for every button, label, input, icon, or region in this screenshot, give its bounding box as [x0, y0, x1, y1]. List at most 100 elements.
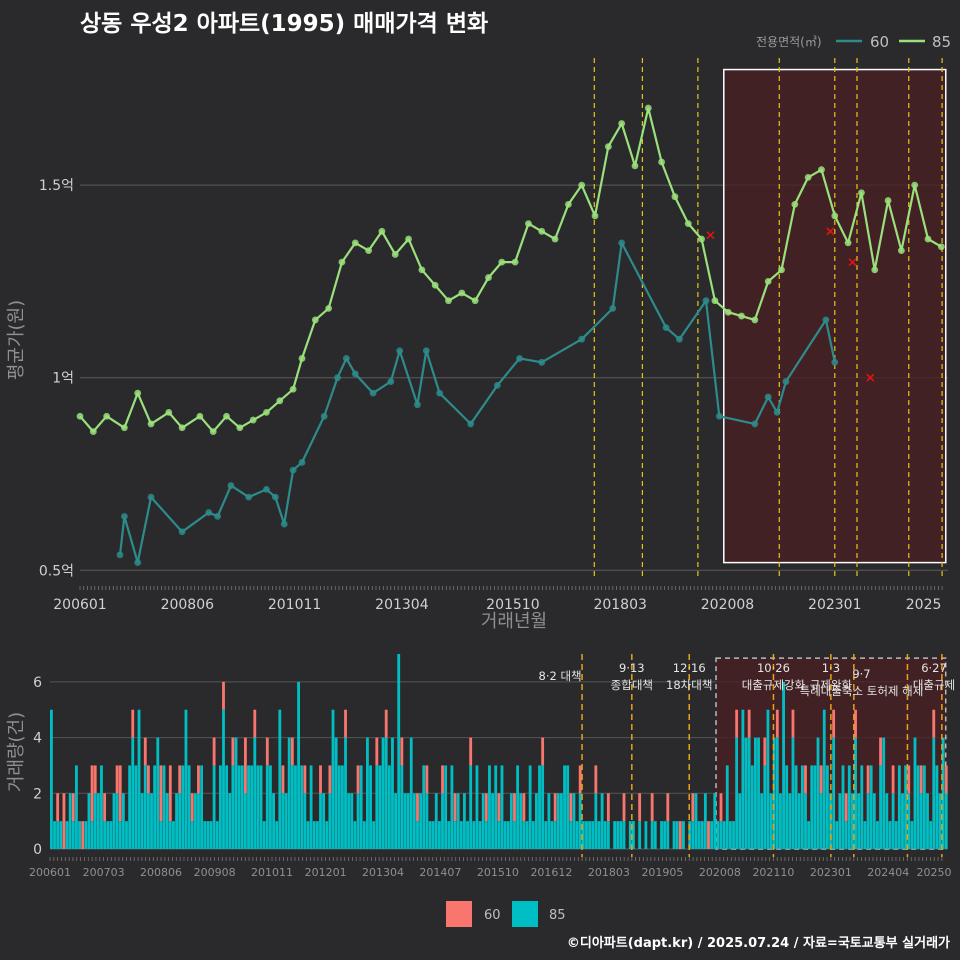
volume-x-tick-label: 201304 — [362, 866, 404, 879]
data-point-85 — [658, 158, 666, 166]
data-point-85 — [564, 200, 572, 208]
volume-bar-85 — [478, 821, 482, 849]
volume-bar-85 — [172, 821, 175, 849]
volume-bar-85 — [419, 793, 423, 849]
volume-bar-85 — [472, 821, 476, 849]
volume-bar-85 — [929, 821, 933, 849]
volume-bar-85 — [431, 821, 435, 849]
volume-bar-60 — [522, 793, 526, 822]
data-point-60 — [342, 355, 350, 362]
volume-bar-85 — [359, 765, 363, 849]
volume-bar-85 — [281, 793, 285, 849]
volume-x-tick-label: 201011 — [251, 866, 293, 879]
data-point-85 — [351, 239, 359, 247]
volume-bar-85 — [334, 737, 338, 849]
volume-bar-85 — [362, 821, 366, 849]
volume-bar-85 — [50, 709, 53, 849]
data-point-85 — [897, 247, 905, 254]
volume-bar-85 — [760, 793, 764, 849]
volume-bar-85 — [619, 821, 623, 849]
volume-bar-85 — [369, 765, 372, 849]
volume-policy-labels: 8·2 대책 9·13 종합대책 12·16 18차대책 10·26 대출규제강화 1·3 규제… — [539, 661, 956, 698]
volume-bar-85 — [613, 821, 617, 849]
price-x-tick-label: 201011 — [268, 597, 321, 613]
volume-bar-85 — [926, 793, 929, 849]
price-x-ticks: 200601 200806 201011 201304 201510 201803 2020… — [53, 586, 943, 613]
volume-bar-85 — [901, 793, 904, 849]
volume-bar-60 — [265, 737, 269, 766]
volume-bar-60 — [469, 737, 473, 766]
volume-bar-85 — [175, 793, 178, 849]
data-point-60 — [289, 466, 297, 474]
volume-bar-85 — [378, 765, 382, 849]
volume-bar-85 — [941, 737, 945, 849]
volume-bar-85 — [206, 821, 210, 849]
legend-label-85: 85 — [932, 33, 951, 51]
data-point-85 — [196, 412, 204, 420]
volume-bar-60 — [735, 709, 739, 738]
volume-bar-60 — [103, 793, 107, 822]
data-point-85 — [405, 235, 412, 243]
volume-bar-85 — [75, 765, 78, 849]
volume-bar-85 — [575, 821, 579, 849]
volume-bar-85 — [262, 821, 266, 849]
policy-label: 12·16 — [673, 661, 706, 675]
volume-bar-85 — [59, 821, 63, 849]
volume-bar-85 — [391, 737, 394, 849]
volume-bar-85 — [851, 793, 854, 849]
volume-bar-85 — [441, 793, 444, 849]
volume-bar-60 — [707, 821, 710, 849]
data-point-85 — [844, 239, 852, 247]
volume-bar-85 — [591, 821, 595, 849]
data-point-85 — [618, 120, 626, 127]
volume-chart: 8·2 대책 9·13 종합대책 12·16 18차대책 10·26 대출규제강화 1·3 규제… — [6, 654, 955, 927]
data-point-85 — [644, 104, 652, 112]
volume-bar-85 — [691, 821, 695, 849]
volume-bar-85 — [209, 821, 213, 849]
data-point-60 — [715, 412, 723, 420]
volume-bar-85 — [463, 793, 466, 849]
volume-x-tick-label: 202404 — [867, 866, 909, 879]
price-x-tick-label: 201510 — [486, 597, 539, 613]
volume-bar-85 — [434, 793, 438, 849]
volume-bar-85 — [703, 793, 707, 849]
volume-bar-60 — [118, 765, 122, 822]
volume-bar-85 — [935, 765, 939, 849]
volume-bar-85 — [303, 793, 307, 849]
data-point-85 — [471, 297, 479, 305]
price-y-tick-label: 0.5억 — [39, 563, 74, 579]
price-legend: 전용면적(㎡) 60 85 — [756, 33, 951, 51]
volume-bar-60 — [932, 709, 936, 738]
volume-bar-85 — [347, 793, 351, 849]
volume-bar-85 — [409, 737, 413, 849]
volume-bar-85 — [93, 793, 97, 849]
volume-bar-85 — [888, 821, 892, 849]
volume-bar-85 — [863, 821, 867, 849]
data-point-60 — [120, 512, 128, 520]
data-point-85 — [738, 312, 745, 320]
volume-bar-85 — [181, 765, 185, 849]
volume-bar-85 — [860, 765, 864, 849]
policy-label: 9·13 — [619, 661, 645, 675]
volume-bar-85 — [444, 765, 448, 849]
volume-bar-85 — [597, 821, 601, 849]
data-point-85 — [631, 162, 639, 170]
volume-bar-85 — [538, 765, 541, 849]
volume-bar-85 — [872, 793, 876, 849]
volume-bar-85 — [566, 765, 570, 849]
volume-bar-85 — [807, 821, 811, 849]
volume-y-tick-label: 4 — [33, 731, 42, 747]
data-point-85 — [458, 289, 466, 297]
volume-bar-85 — [550, 821, 554, 849]
volume-bar-85 — [829, 793, 832, 849]
volume-bar-85 — [259, 765, 263, 849]
data-point-60 — [263, 486, 270, 493]
data-point-85 — [778, 266, 785, 274]
volume-bar-60 — [115, 765, 119, 794]
volume-bar-85 — [766, 709, 770, 849]
volume-bar-85 — [100, 765, 103, 849]
volume-bar-85 — [337, 765, 341, 849]
volume-x-tick-label: 200703 — [83, 866, 125, 879]
volume-y-tick-label: 2 — [33, 786, 42, 802]
volume-bar-85 — [835, 821, 839, 849]
